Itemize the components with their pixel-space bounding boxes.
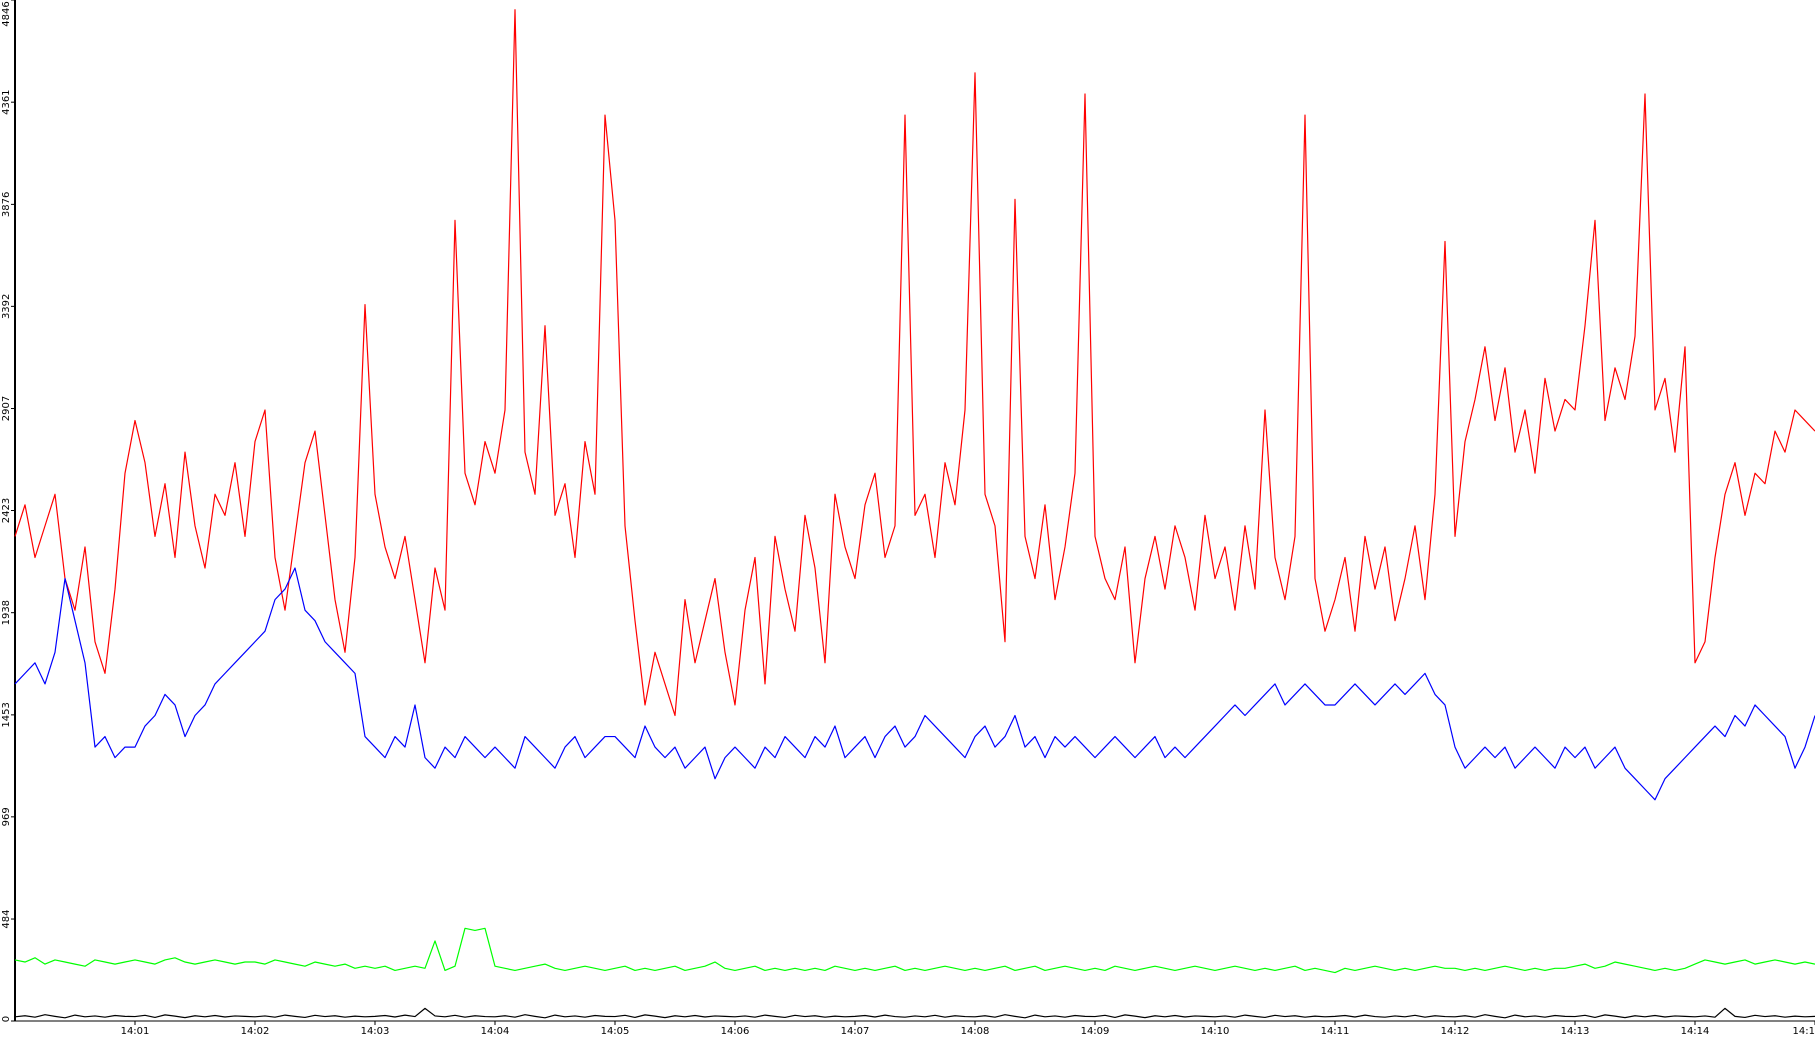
x-tick-label: 14:12 [1441, 1026, 1470, 1037]
y-tick-label: 0 [1, 1016, 12, 1022]
y-tick-label: 4846 [1, 1, 12, 26]
x-tick-label: 14:13 [1561, 1026, 1590, 1037]
y-tick-label: 1938 [1, 600, 12, 625]
x-tick-label: 14:02 [241, 1026, 270, 1037]
x-tick-label: 14:06 [721, 1026, 750, 1037]
y-tick-label: 969 [1, 807, 12, 826]
x-tick-label: 14:07 [841, 1026, 870, 1037]
y-tick-label: 3876 [1, 192, 12, 217]
x-tick-label: 14:01 [121, 1026, 150, 1037]
x-tick-label: 14:04 [481, 1026, 510, 1037]
x-tick-label: 14:14 [1681, 1026, 1710, 1037]
x-tick-label: 14:05 [601, 1026, 630, 1037]
y-tick-label: 3392 [1, 294, 12, 319]
x-tick-label: 14:03 [361, 1026, 390, 1037]
series-line [14, 567, 1815, 801]
y-tick-label: 484 [1, 909, 12, 928]
x-tick-label: 14:08 [961, 1026, 990, 1037]
x-tick-label: 14:1 [1793, 1026, 1815, 1037]
series-line [14, 9, 1815, 717]
series-line [14, 1007, 1815, 1019]
series-line [14, 927, 1815, 974]
y-tick-label: 4361 [1, 89, 12, 114]
x-tick-label: 14:11 [1321, 1026, 1350, 1037]
x-tick-label: 14:10 [1201, 1026, 1230, 1037]
y-tick-label: 2907 [1, 396, 12, 421]
x-tick-label: 14:09 [1081, 1026, 1110, 1037]
y-tick-label: 2423 [1, 498, 12, 523]
y-tick-label: 1453 [1, 702, 12, 727]
